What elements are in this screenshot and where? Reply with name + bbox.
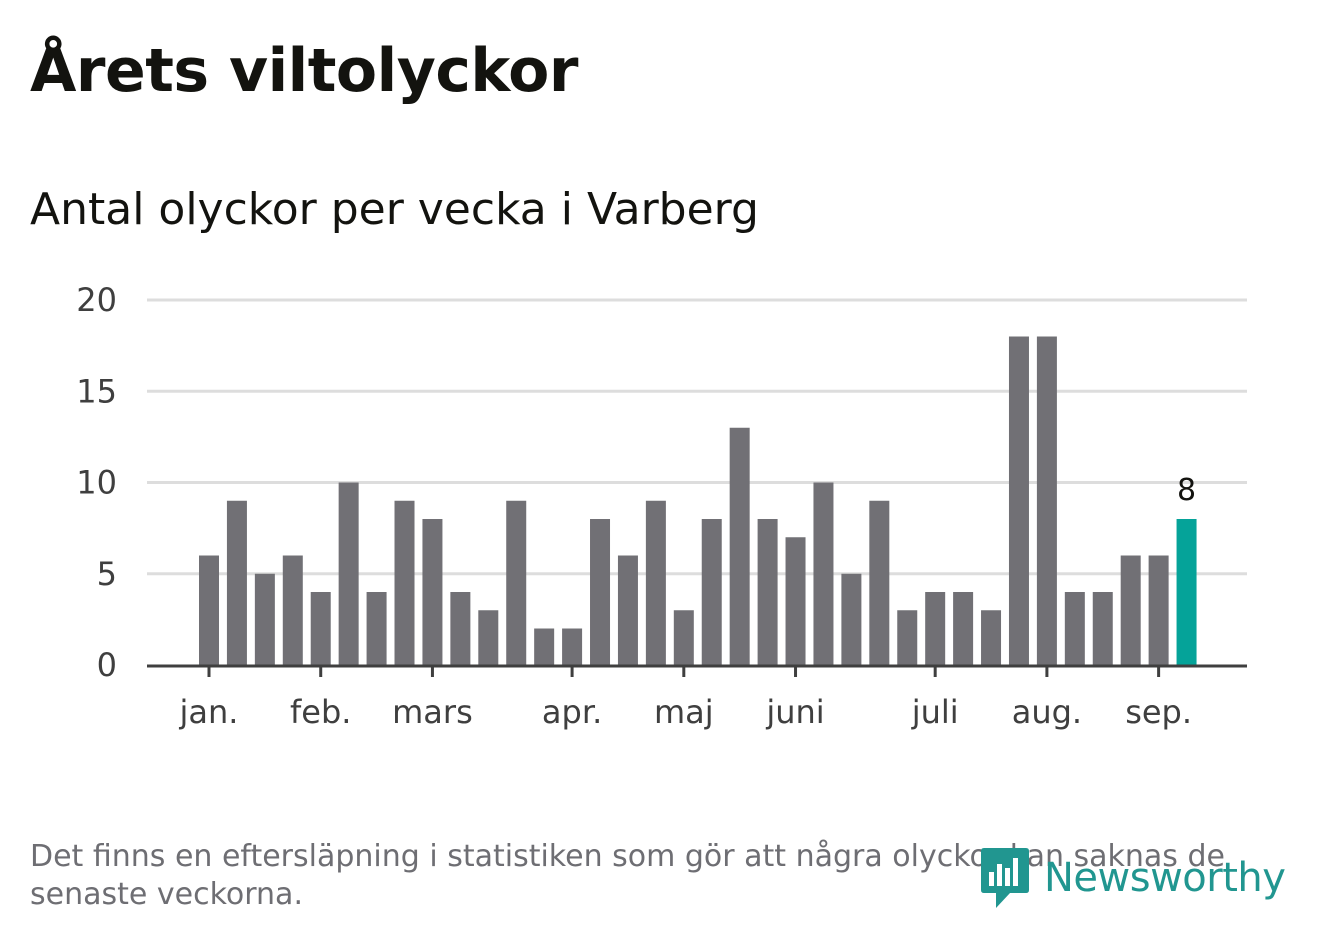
bar <box>729 427 750 665</box>
x-tick-label: feb. <box>290 693 351 731</box>
bar <box>1148 555 1169 665</box>
bar <box>1120 555 1141 665</box>
bar <box>199 555 219 665</box>
bar <box>701 519 722 665</box>
bar <box>422 519 443 665</box>
bar <box>981 610 1002 665</box>
bar-highlight <box>1176 519 1197 665</box>
bar <box>925 592 946 665</box>
y-tick-label: 5 <box>97 555 117 593</box>
bar <box>310 592 331 665</box>
bar <box>673 610 694 665</box>
brand-name: Newsworthy <box>1044 855 1286 901</box>
bar <box>338 482 359 665</box>
bar <box>813 482 834 665</box>
x-tick-label: maj <box>654 693 714 731</box>
bar <box>506 500 527 665</box>
bars: 8 <box>199 336 1197 665</box>
bar <box>282 555 303 665</box>
chart-subtitle: Antal olyckor per vecka i Varberg <box>30 184 759 235</box>
chart-title: Årets viltolyckor <box>30 36 579 106</box>
bar <box>366 592 387 665</box>
x-tick-label: juni <box>765 693 824 731</box>
y-tick-label: 20 <box>76 281 117 319</box>
bar <box>450 592 471 665</box>
bar-chart: 0 5 10 15 20 8 jan. feb. mars apr. maj juni juli au… <box>76 281 1247 731</box>
bar <box>1064 592 1085 665</box>
bar <box>617 555 638 665</box>
bar <box>757 519 778 665</box>
bar <box>841 573 862 665</box>
bar <box>645 500 666 665</box>
bar <box>869 500 890 665</box>
bar <box>1092 592 1113 665</box>
bar <box>897 610 918 665</box>
bar <box>785 537 806 665</box>
bar <box>1008 336 1029 665</box>
bar <box>1036 336 1057 665</box>
bar <box>590 519 611 665</box>
x-tick-label: jan. <box>179 693 239 731</box>
x-tick-label: apr. <box>542 693 602 731</box>
y-tick-label: 10 <box>76 464 117 502</box>
bar <box>226 500 247 665</box>
newsworthy-logo-icon <box>981 848 1029 908</box>
bar <box>953 592 974 665</box>
x-tick-label: mars <box>392 693 473 731</box>
brand-logo: Newsworthy <box>980 846 1286 910</box>
x-tick-label: sep. <box>1125 693 1192 731</box>
bar <box>478 610 499 665</box>
y-axis-ticks: 0 5 10 15 20 <box>76 281 117 684</box>
x-tick-label: juli <box>911 693 959 731</box>
x-tick-label: aug. <box>1012 693 1082 731</box>
bar-value-label: 8 <box>1177 473 1196 508</box>
bar <box>254 573 275 665</box>
grid-lines <box>147 298 1247 576</box>
y-tick-label: 0 <box>97 646 117 684</box>
x-axis-ticks: jan. feb. mars apr. maj juni juli aug. sep. <box>179 666 1192 731</box>
y-tick-label: 15 <box>76 372 117 410</box>
bar <box>394 500 415 665</box>
bar <box>534 628 555 665</box>
bar <box>562 628 583 665</box>
